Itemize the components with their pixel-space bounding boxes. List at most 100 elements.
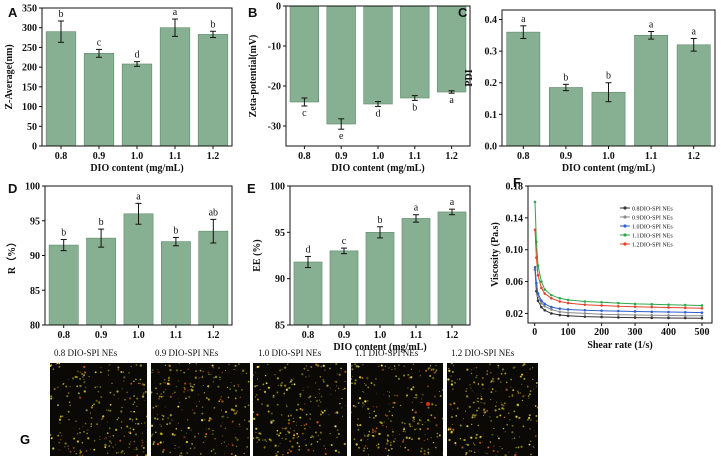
speckle-dot [297,435,300,438]
speckle-dot [266,404,269,407]
speckle-dot [58,363,61,365]
speckle-dot [183,388,186,390]
point-2-3 [540,299,543,302]
speckle-dot [135,446,137,448]
speckle-dot [430,414,433,417]
speckle-dot [204,435,207,438]
speckle-dot [289,414,293,417]
ytick-label-c-3: 0.3 [485,47,498,58]
speckle-dot [364,444,367,447]
point-1-14 [683,314,687,317]
speckle-dot [508,395,511,398]
speckle-dot [318,399,321,401]
speckle-dot [243,452,245,455]
speckle-dot [510,378,512,381]
speckle-dot [117,417,120,419]
speckle-dot [118,451,119,453]
line-series-0 [534,269,703,319]
speckle-dot [310,366,313,368]
bar-b-2 [363,5,393,105]
xtick-label-b-1: 0.9 [335,151,348,162]
speckle-dot [298,445,301,448]
speckle-dot [50,437,53,440]
speckle-dot [83,431,85,433]
speckle-dot [255,371,257,373]
speckle-dot [102,415,105,418]
speckle-dot [218,400,220,402]
speckle-dot [293,430,295,432]
speckle-dot [356,423,358,426]
speckle-dot [120,421,123,423]
point-0-3 [540,305,543,309]
speckle-dot [309,395,312,398]
speckle-dot [156,393,158,395]
speckle-dot [164,406,166,408]
speckle-dot [334,412,337,414]
speckle-dot [363,433,365,435]
speckle-dot [153,417,157,420]
speckle-dot [183,372,185,374]
speckle-dot [410,388,413,391]
speckle-dot [486,373,489,375]
speckle-dot [312,450,315,452]
speckle-dot [137,422,140,425]
speckle-dot [279,369,282,372]
ytick-label-a-3: 150 [22,82,37,93]
speckle-dot [386,434,390,437]
speckle-dot [503,416,506,419]
speckle-dot [535,386,537,388]
speckle-dot [386,442,389,445]
speckle-dot [361,401,365,405]
speckle-dot [284,428,286,430]
speckle-dot [411,401,413,403]
speckle-dot [288,419,290,422]
speckle-dot [427,385,429,388]
speckle-dot [338,373,341,376]
speckle-dot [509,419,511,421]
speckle-dot [292,437,295,440]
speckle-dot [417,437,421,440]
speckle-dot [272,395,275,399]
point-3-14 [683,303,687,307]
speckle-dot [318,388,321,391]
plot-frame-a [41,7,233,147]
speckle-dot [175,385,178,388]
speckle-dot [330,443,333,447]
speckle-dot [471,416,474,419]
speckle-dot [385,426,388,428]
sig-label-b-3: b [412,102,417,113]
speckle-dot [194,435,196,438]
speckle-dot [156,368,158,371]
speckle-dot [468,450,471,452]
speckle-dot [320,395,323,398]
speckle-dot [489,398,492,401]
point-4-2 [536,273,540,277]
speckle-dot [364,435,366,437]
speckle-dot [79,385,81,387]
speckle-dot [289,440,291,443]
speckle-dot [228,443,230,445]
micro-label-0: 0.8 DIO-SPI NEs [54,348,118,358]
micrograph-speckle-3 [351,363,443,456]
speckle-dot [164,379,166,381]
speckle-dot [207,385,209,388]
speckle-dot [162,448,165,452]
speckle-dot [297,452,299,454]
speckle-dot [151,391,153,394]
speckle-dot [122,371,125,373]
speckle-dot [375,427,378,430]
speckle-dot [475,414,477,416]
speckle-dot [526,385,529,388]
point-4-10 [617,304,620,308]
ytick-label-f-4: 0.18 [506,182,524,193]
plot-frame-c [501,9,716,147]
speckle-dot [305,376,307,378]
speckle-dot [401,440,405,443]
speckle-dot [79,454,81,456]
speckle-dot [405,394,409,397]
speckle-dot [459,424,462,427]
speckle-dot [274,374,276,376]
speckle-dot [411,425,413,427]
speckle-dot [83,373,85,375]
speckle-dot [67,410,70,413]
